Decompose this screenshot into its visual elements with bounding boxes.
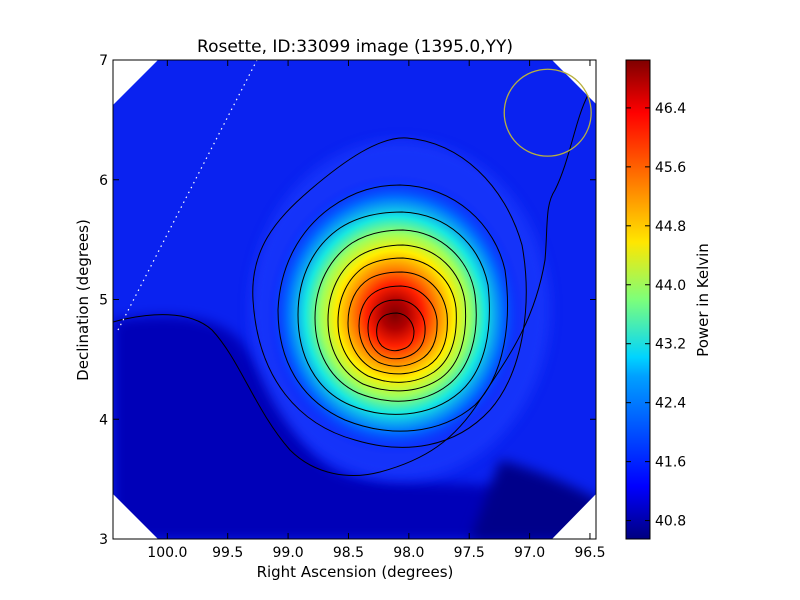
heatmap-image (113, 60, 596, 539)
x-tick-label: 96.5 (574, 545, 605, 561)
contour-10 (376, 312, 415, 352)
colorbar-tick-label: 44.8 (655, 219, 686, 235)
colorbar-ticks: 40.8 41.6 42.4 43.2 44.0 44.8 45.6 46.4 (626, 101, 686, 530)
contour-1 (252, 137, 527, 448)
colorbar-tick-label: 44.0 (655, 278, 686, 294)
y-axis-label: Declination (degrees) (74, 219, 92, 381)
y-axis-ticks: 3 4 5 6 7 (99, 53, 596, 548)
colorbar-tick-label: 43.2 (655, 337, 686, 353)
x-tick-label: 99.5 (212, 545, 243, 561)
contour-outer-left (113, 94, 589, 477)
y-tick-label: 5 (99, 293, 108, 309)
beam-circle (503, 68, 592, 157)
y-tick-label: 6 (99, 173, 108, 189)
contour-7 (347, 271, 448, 375)
contour-lines (113, 94, 589, 477)
contour-5 (327, 244, 467, 392)
contour-2 (277, 184, 508, 432)
x-tick-label: 100.0 (147, 545, 187, 561)
x-tick-label: 98.0 (393, 545, 424, 561)
y-tick-label: 4 (99, 412, 108, 428)
colorbar-tick-label: 45.6 (655, 160, 686, 176)
colorbar-gradient (625, 59, 651, 540)
colorbar: 40.8 41.6 42.4 43.2 44.0 44.8 45.6 46.4 Power i… (625, 59, 712, 540)
y-tick-label: 3 (99, 532, 108, 548)
x-tick-label: 97.0 (514, 545, 545, 561)
colorbar-tick-label: 40.8 (655, 514, 686, 530)
colorbar-tick-label: 42.4 (655, 396, 686, 412)
y-tick-label: 7 (99, 53, 108, 69)
contour-9 (367, 299, 426, 360)
colorbar-tick-label: 41.6 (655, 455, 686, 471)
galactic-plane-line (117, 60, 258, 331)
contour-4 (314, 229, 477, 402)
x-axis-ticks: 100.0 99.5 99.0 98.5 98.0 97.5 97.0 96.5 (147, 60, 606, 561)
contour-8 (358, 285, 438, 367)
contour-6 (337, 257, 457, 383)
x-tick-label: 99.0 (273, 545, 304, 561)
colorbar-tick-label: 46.4 (655, 101, 686, 117)
x-axis-label: Right Ascension (degrees) (257, 563, 454, 581)
contour-3 (297, 211, 490, 415)
colorbar-label: Power in Kelvin (694, 243, 712, 357)
chart-title: Rosette, ID:33099 image (1395.0,YY) (197, 37, 513, 57)
x-tick-label: 97.5 (454, 545, 485, 561)
x-tick-label: 98.5 (333, 545, 364, 561)
